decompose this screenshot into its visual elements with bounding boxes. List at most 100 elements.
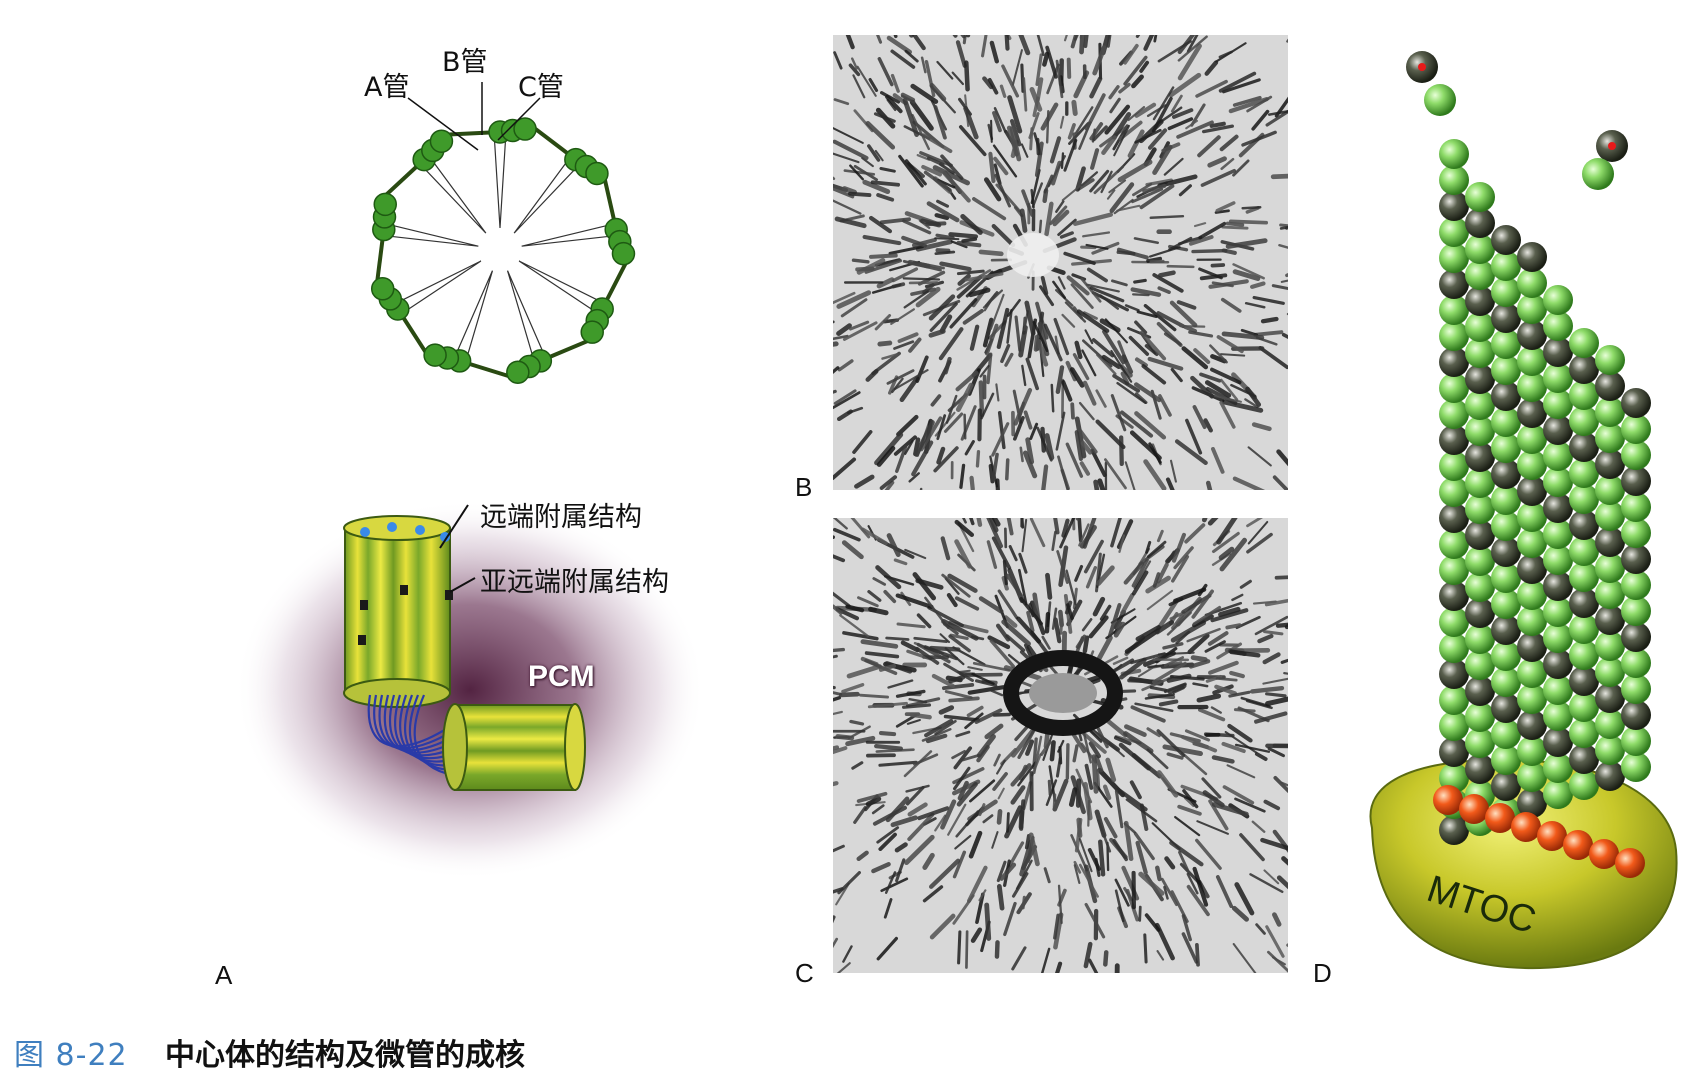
microtubule-fiber [1016,616,1042,644]
microtubule-fiber [1133,831,1155,861]
microtubule-fiber [1055,411,1066,451]
microtubule-fiber [957,930,962,965]
gtp-dot [1608,142,1616,150]
microtubule-fiber [978,889,987,902]
microtubule-fiber [1251,422,1272,432]
microtubule-fiber [944,690,973,700]
tubulin-subunit [1439,139,1469,169]
microtubule-fiber [925,733,948,744]
tubulin-subunit [1491,641,1521,671]
microtubule-fiber [1053,518,1060,535]
microtubule-fiber [1031,182,1044,208]
microtubule-fiber [1118,82,1131,94]
microtubule-fiber [1091,291,1129,312]
tubulin-subunit [1517,658,1547,688]
microtubule-fiber [1080,171,1099,187]
microtubule-fiber [1088,615,1109,639]
microtubule-fiber [1192,605,1222,626]
tubulin-subunit [1543,753,1573,783]
microtubule-fiber [906,785,925,806]
tubulin-subunit [1491,745,1521,775]
microtubule-fiber [1067,123,1076,140]
tubulin-subunit [1621,752,1651,782]
microtubule-fiber [860,639,899,649]
tubulin-subunit [1465,494,1495,524]
tubulin-subunit [1491,563,1521,593]
microtubule-fiber [899,376,920,403]
microtubule-fiber [874,314,892,331]
microtubule-fiber [936,178,956,189]
microtubule-fiber [939,314,953,334]
tubulin-subunit [1621,700,1651,730]
microtubule-fiber [859,693,889,699]
microtubule-fiber [895,593,934,609]
tubulin-subunit [1595,553,1625,583]
microtubule-fiber [1071,731,1087,754]
microtubule-fiber [1208,660,1239,675]
tubulin-subunit [1517,476,1547,506]
microtubule-fiber [1225,238,1268,249]
microtubule-fiber [1198,221,1227,240]
microtubule-fiber [915,646,940,665]
tubulin-subunit [1465,702,1495,732]
microtubule-fiber [1041,464,1049,490]
microtubule-fiber [1205,386,1238,406]
tubulin-subunit [1439,503,1469,533]
microtubule-fiber [1124,628,1160,654]
tubulin-subunit [1439,347,1469,377]
microtubule-fiber [904,440,914,455]
microtubule-fiber [970,927,983,943]
microtubule-fiber [956,269,985,276]
microtubule-fiber [1074,340,1083,360]
microtubule-fiber [862,179,891,195]
microtubule-fiber [1265,696,1288,707]
microtubule-fiber [1227,723,1253,743]
microtubule-fiber [1084,93,1106,131]
microtubule-fiber [955,730,971,738]
microtubule-fiber [1092,596,1106,617]
microtubule-fiber [1162,642,1184,650]
microtubule-fiber [1240,328,1259,337]
microtubule-fiber [985,323,999,356]
microtubule-fiber [1181,914,1192,942]
microtubule-fiber [1257,633,1274,644]
tubulin-subunit [1517,606,1547,636]
tubulin-subunit [1595,709,1625,739]
gamma-tubulin-ring-subunit [1563,830,1593,860]
microtubule-fiber [1073,212,1114,226]
microtubule-fiber [994,173,1012,208]
microtubule-triplet-tubule [370,277,395,301]
tubulin-subunit [1543,779,1573,809]
microtubule-fiber [941,618,979,641]
microtubule-fiber [1210,608,1249,623]
microtubule-fiber [1081,618,1093,632]
microtubule-fiber [1114,889,1125,923]
microtubule-fiber [966,705,984,718]
microtubule-fiber [1058,75,1065,94]
microtubule-fiber [987,635,1011,650]
microtubule-fiber [909,99,934,131]
microtubule-fiber [955,370,979,392]
microtubule-fiber [1105,757,1117,783]
microtubule-fiber [841,540,864,560]
microtubule-fiber [842,945,853,963]
microtubule-fiber [1249,873,1284,894]
tubulin-subunit [1439,295,1469,325]
tubulin-subunit [1621,492,1651,522]
microtubule-fiber [1198,267,1223,280]
microtubule-fiber [1090,148,1100,170]
microtubule-fiber [1184,523,1206,544]
microtubule-fiber [833,457,857,480]
microtubule-fiber [900,640,920,653]
microtubule-fiber [1166,550,1176,563]
microtubule-fiber [1214,209,1230,214]
microtubule-fiber [833,781,839,787]
microtubule-fiber [1108,742,1125,758]
tubulin-subunit [1439,243,1469,273]
microtubule-fiber [1177,35,1208,62]
microtubule-fiber [1177,43,1202,81]
microtubule-fiber [1078,863,1099,898]
microtubule-fiber [936,199,950,208]
microtubule-fiber [1057,218,1077,237]
microtubule-fiber [857,596,879,608]
